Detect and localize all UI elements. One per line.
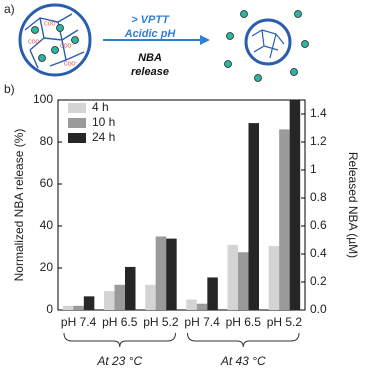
carboxylate: COO⁻: [28, 39, 42, 45]
bar: [166, 238, 177, 310]
legend-swatch: [68, 103, 86, 113]
bar: [104, 291, 115, 310]
y-tick-label: 80: [40, 134, 54, 148]
x-tick-label: pH 6.5: [102, 315, 138, 329]
bar: [114, 284, 125, 310]
condition: > VPTT: [131, 14, 170, 26]
condition: Acidic pH: [124, 28, 177, 40]
cargo: [71, 36, 79, 44]
bar: [83, 296, 95, 310]
x-tick-label: pH 6.5: [226, 315, 262, 329]
y2-tick-label: 0.0: [310, 302, 327, 316]
bar: [62, 305, 74, 310]
panel-label: a): [4, 2, 15, 16]
y-tick-label: 60: [40, 176, 54, 190]
bar: [186, 299, 197, 310]
bar: [268, 245, 280, 310]
bar: [145, 284, 156, 310]
result: NBA: [138, 52, 162, 64]
y-axis-title: Normalized NBA release (%): [12, 129, 26, 282]
y2-axis-title: Released NBA (µM): [346, 152, 360, 258]
cargo: [31, 26, 39, 34]
y-tick-label: 0: [46, 302, 53, 316]
bar: [73, 305, 84, 310]
group-label: At 23 °C: [96, 354, 142, 368]
y2-tick-label: 0.2: [310, 274, 327, 288]
bar: [248, 123, 259, 310]
nanogel-collapsed: [244, 18, 292, 66]
legend-label: 4 h: [92, 100, 109, 114]
bar: [155, 236, 167, 310]
y2-tick-label: 0.8: [310, 190, 327, 204]
y2-tick-label: 1.2: [310, 134, 327, 148]
carboxylate: COO⁻: [64, 61, 78, 67]
x-tick-label: pH 7.4: [184, 315, 220, 329]
network: [251, 29, 285, 59]
cargo: [56, 24, 64, 32]
group-bracket: [63, 332, 176, 348]
x-tick-label: pH 7.4: [61, 315, 97, 329]
bar: [207, 277, 218, 310]
group-label: At 43 °C: [220, 354, 266, 368]
legend-swatch: [68, 118, 86, 128]
y-tick-label: 20: [40, 260, 54, 274]
plot-frame: [57, 99, 306, 311]
carboxylate: COO⁻: [60, 43, 74, 49]
legend-swatch: [68, 133, 86, 143]
legend-label: 24 h: [92, 130, 115, 144]
bar: [125, 266, 136, 310]
y2-tick-label: 0.6: [310, 218, 327, 232]
result: release: [131, 66, 169, 78]
y-tick-label: 40: [40, 218, 54, 232]
legend-label: 10 h: [92, 115, 115, 129]
released-cargo: [224, 10, 309, 82]
diagram: COO⁻ COO⁻ COO⁻ COO⁻ > VPTT Acidic pH NBA…: [18, 3, 309, 82]
bar: [289, 100, 301, 310]
bar: [238, 252, 249, 310]
cargo: [38, 54, 46, 62]
x-tick-label: pH 5.2: [143, 315, 179, 329]
y2-tick-label: 1.4: [310, 106, 327, 120]
bar: [196, 303, 208, 310]
group-bracket: [187, 332, 300, 348]
bar: [279, 129, 290, 310]
carboxylate: COO⁻: [44, 21, 58, 27]
y2-tick-label: 0.4: [310, 246, 327, 260]
y-tick-label: 100: [33, 92, 53, 106]
y2-tick-label: 1: [310, 162, 317, 176]
bar: [227, 244, 238, 310]
panel-label: b): [4, 82, 15, 96]
cargo: [51, 46, 59, 54]
arrow-head: [200, 35, 210, 45]
x-tick-label: pH 5.2: [267, 315, 303, 329]
